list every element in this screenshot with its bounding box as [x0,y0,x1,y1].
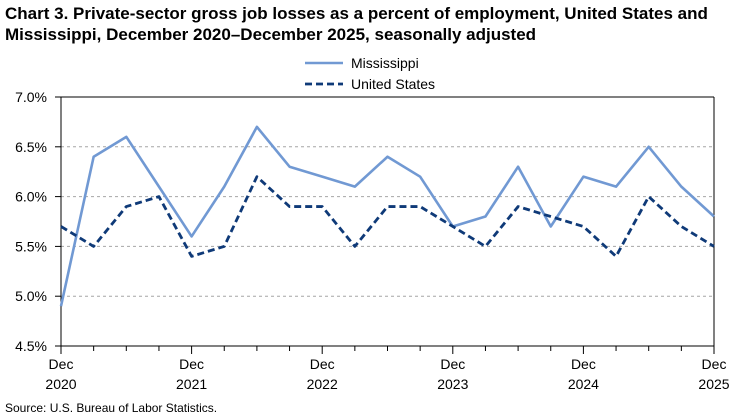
y-tick-label: 5.0% [15,288,47,304]
y-tick-label: 7.0% [15,89,47,105]
series-line-mississippi [59,125,715,307]
x-tick-label-year: 2025 [698,376,729,392]
x-tick-label-year: 2022 [307,376,338,392]
legend: Mississippi United States [305,55,435,92]
x-tick-label-month: Dec [310,356,335,372]
x-tick-label-month: Dec [49,356,74,372]
x-tick-label-year: 2021 [176,376,207,392]
legend-label: Mississippi [351,55,419,71]
source-note: Source: U.S. Bureau of Labor Statistics. [5,401,218,415]
line-chart: 4.5% 5.0% 5.5% 6.0% 6.5% 7.0% Dec 2020 Dec 2021 De… [15,55,730,392]
x-tick-label-month: Dec [179,356,204,372]
y-tick-label: 6.5% [15,139,47,155]
legend-label: United States [351,76,435,92]
x-tick-label-month: Dec [440,356,465,372]
x-tick-label-month: Dec [571,356,596,372]
axes: 4.5% 5.0% 5.5% 6.0% 6.5% 7.0% Dec 2020 Dec 2021 De… [15,89,730,392]
series-line-united-states [60,175,715,258]
x-tick-label-month: Dec [702,356,727,372]
y-tick-label: 5.5% [15,238,47,254]
y-tick-label: 4.5% [15,338,47,354]
x-tick-label-year: 2020 [45,376,76,392]
series-lines [59,125,715,307]
x-tick-label-year: 2023 [437,376,468,392]
y-tick-label: 6.0% [15,189,47,205]
chart-title: Chart 3. Private-sector gross job losses… [5,4,708,44]
x-tick-label-year: 2024 [568,376,599,392]
